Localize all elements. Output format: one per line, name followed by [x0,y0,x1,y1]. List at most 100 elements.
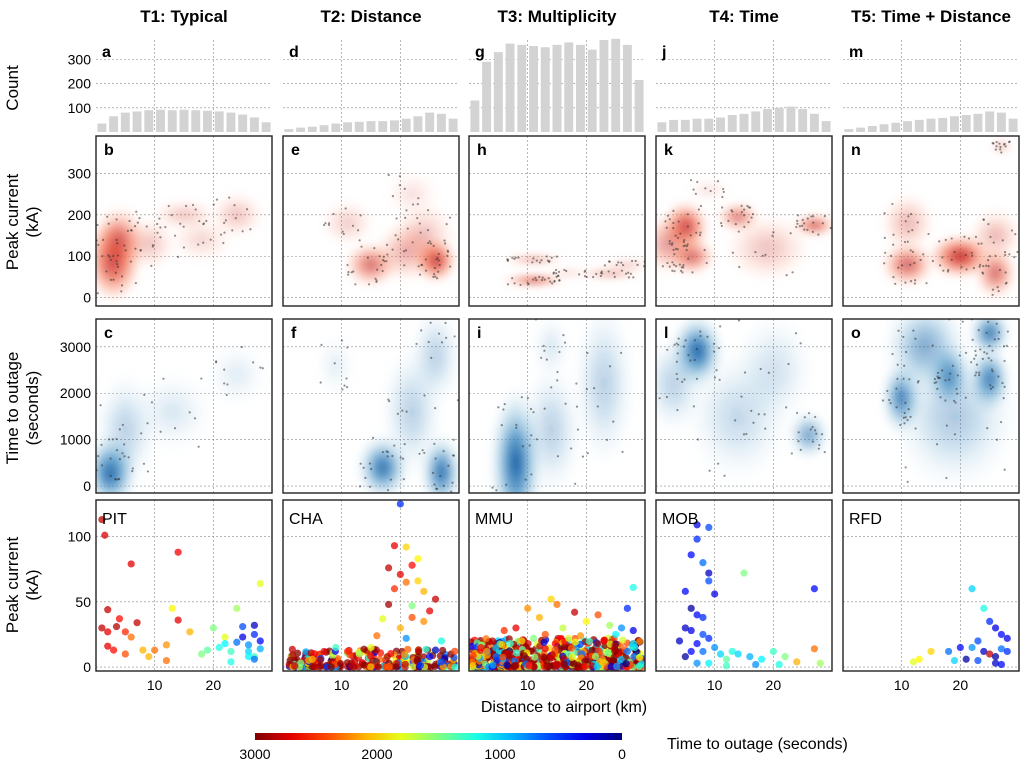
density-sample-point [127,456,130,459]
row-labels: Count Peak current (kA) Time to outage (… [3,65,42,633]
density-sample-point [670,243,674,246]
column-titles: T1: Typical T2: Distance T3: Multiplicity T… [140,7,1011,26]
hist-bar [401,118,411,132]
scatter-point [968,643,976,652]
density-sample-point [764,427,767,430]
density-sample-point [1002,397,1005,400]
density-sample-point [427,340,430,344]
density-sample-point [907,408,910,411]
density-sample-point [419,231,422,234]
density-sample-point [944,399,947,402]
scatter-point [512,624,520,632]
density-sample-point [444,321,447,325]
density-sample-point [995,140,998,144]
density-sample-point [432,275,435,278]
density-sample-point [601,272,604,275]
scatter-point [297,659,305,667]
density-sample-point [789,232,792,235]
scatter-point [203,646,212,654]
density-sample-point [686,225,689,228]
scatter-point [422,645,430,653]
density-sample-point [621,450,624,453]
x-tick-label: 10 [334,677,350,693]
scatter-point [310,650,319,658]
density-sample-point [981,271,984,274]
density-sample-point [704,187,707,190]
scatter-point [239,623,247,631]
density-sample-point [963,235,966,238]
density-sample-point [426,209,430,212]
density-sample-point [794,332,798,335]
density-blob [570,319,638,473]
panel-frame [282,318,460,494]
density-blob [517,359,585,493]
density-sample-point [985,352,989,355]
density-sample-point [540,259,543,262]
row-label-scatter-line1: Peak current [3,537,22,634]
hist-bar [622,44,632,133]
density-sample-point [608,365,612,368]
density-sample-point [386,489,390,492]
scatter-point [693,521,701,529]
density-sample-point [814,415,817,419]
density-sample-point [108,438,111,441]
density-sample-point [682,266,685,269]
scatter-point [431,646,440,654]
time-to-outage-density-panel-i: i [468,318,646,494]
density-sample-point [592,387,596,390]
scatter-point [396,570,404,579]
density-sample-point [437,332,441,335]
scatter-point [629,639,637,648]
scatter-point [482,635,490,643]
density-sample-point [177,255,180,258]
scatter-point [401,660,409,668]
scatter-point [585,637,593,645]
hist-bar [891,122,901,132]
density-sample-point [502,408,505,411]
density-sample-point [995,145,998,148]
scatter-point [560,660,568,668]
panel-letter: l [664,325,668,342]
density-blob [168,216,236,264]
panel-letter: n [851,142,861,159]
density-sample-point [881,399,885,402]
scatter-point [483,647,491,656]
density-sample-point [521,445,525,448]
scatter-point [915,655,923,663]
density-sample-point [457,312,459,314]
scatter-point [607,663,615,671]
density-sample-point [612,420,615,423]
density-sample-point [884,251,887,254]
scatter-point [408,561,416,569]
hist-bar [505,43,515,133]
density-sample-point [373,246,376,250]
colorbar-tick-label: 1000 [484,746,515,762]
density-sample-point [245,208,249,211]
density-sample-point [500,424,503,427]
panel-letter: c [104,325,113,342]
scatter-point [612,630,620,639]
density-sample-point [998,142,1001,145]
density-sample-point [941,369,944,372]
density-sample-point [344,207,347,210]
density-sample-point [396,412,399,415]
density-sample-point [965,268,968,271]
hist-bar [413,116,423,132]
density-sample-point [896,377,899,381]
scatter-point [962,655,970,663]
density-sample-point [676,408,679,412]
density-sample-point [949,372,952,375]
hist-bar [203,110,212,132]
density-sample-point [1003,385,1006,389]
scatter-point [547,595,555,603]
density-sample-point [759,367,762,371]
airport-label: MOB [662,511,698,528]
hist-bar [611,38,621,132]
scatter-panel-mob: MOB 10 20 [655,499,833,693]
hist-bar [540,47,550,133]
density-sample-point [944,238,947,242]
hist-bar [669,119,679,132]
scatter-point [489,661,497,669]
density-sample-point [222,241,225,245]
